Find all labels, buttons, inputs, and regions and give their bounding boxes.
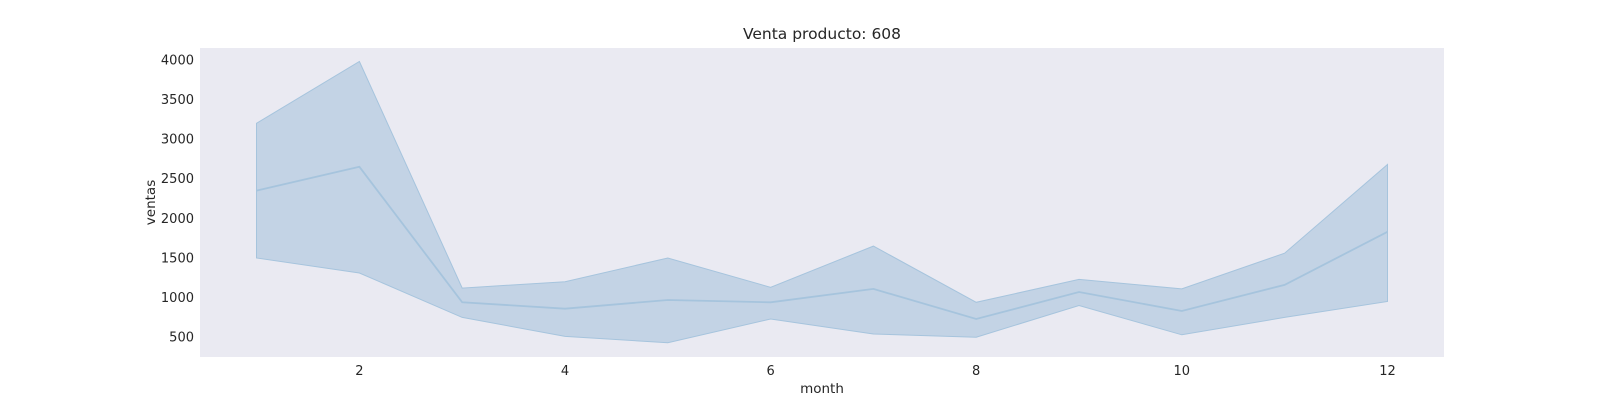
x-tick-labels: 2 4 6 8 10 12 <box>355 364 1396 379</box>
series-line-layer <box>256 165 1388 320</box>
chart-title: Venta producto: 608 <box>743 25 901 43</box>
x-tick-label: 8 <box>972 364 980 379</box>
confidence-band <box>256 60 1388 344</box>
y-tick-label: 500 <box>169 331 194 346</box>
x-tick-label: 4 <box>561 364 569 379</box>
y-tick-label: 1000 <box>161 291 194 306</box>
x-tick-label: 6 <box>766 364 774 379</box>
y-axis-label: ventas <box>143 180 159 225</box>
y-tick-label: 3000 <box>161 133 194 148</box>
x-axis-label: month <box>800 381 844 397</box>
y-tick-labels: 500 1000 1500 2000 2500 3000 3500 4000 <box>161 53 194 345</box>
y-tick-label: 4000 <box>161 53 194 68</box>
y-tick-label: 2500 <box>161 172 194 187</box>
x-tick-label: 12 <box>1379 364 1396 379</box>
series-line <box>256 165 1388 320</box>
y-tick-label: 3500 <box>161 93 194 108</box>
x-tick-label: 10 <box>1174 364 1191 379</box>
y-tick-label: 1500 <box>161 252 194 267</box>
x-tick-label: 2 <box>355 364 363 379</box>
y-tick-label: 2000 <box>161 212 194 227</box>
confidence-band-layer <box>256 60 1388 344</box>
